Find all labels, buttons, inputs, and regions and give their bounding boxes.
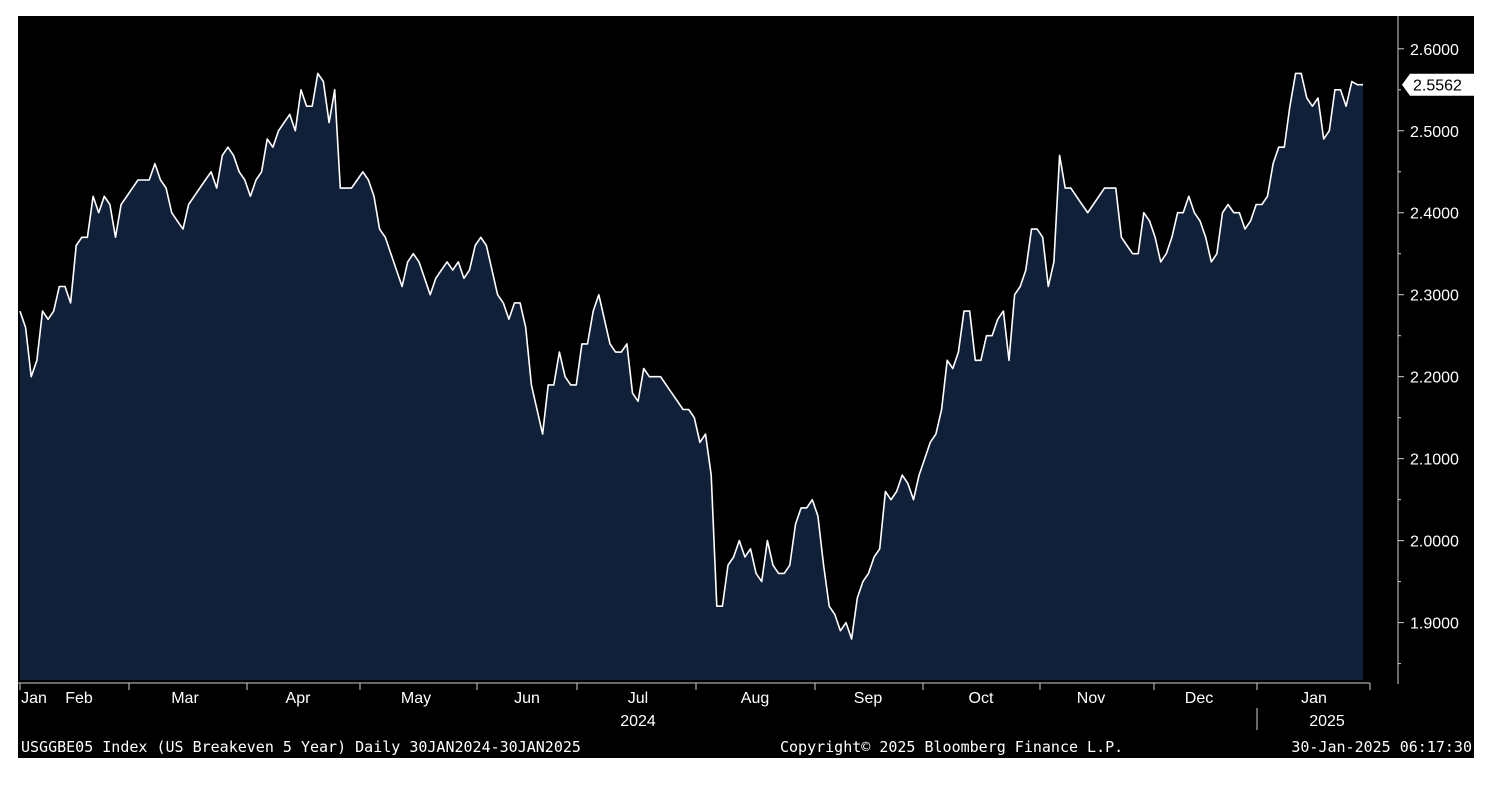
chart-frame: 2.6000 2.5000 2.4000 2.3000 2.2000 2.1000 2.00… <box>18 16 1474 758</box>
footer-timestamp: 30-Jan-2025 06:17:30 <box>1291 738 1472 756</box>
chart-footer: USGGBE05 Index (US Breakeven 5 Year) Dai… <box>18 736 1474 758</box>
x-tick-label: May <box>401 690 431 707</box>
y-tick-label: 2.5000 <box>1410 124 1459 141</box>
series-line <box>19 72 1363 640</box>
y-tick-label: 2.1000 <box>1410 452 1459 469</box>
y-tick-label: 1.9000 <box>1410 616 1459 633</box>
footer-copyright: Copyright© 2025 Bloomberg Finance L.P. <box>780 738 1124 756</box>
y-tick-label: 2.4000 <box>1410 206 1459 223</box>
x-tick-label: Jan <box>1301 690 1327 707</box>
series-area <box>20 73 1363 680</box>
y-tick-label: 2.2000 <box>1410 370 1459 387</box>
x-tick-label: Jan <box>21 690 47 707</box>
x-tick-label: Dec <box>1185 690 1213 707</box>
x-tick-label: Mar <box>171 690 199 707</box>
breakeven-chart: 2.6000 2.5000 2.4000 2.3000 2.2000 2.1000 2.00… <box>18 16 1474 730</box>
x-tick-label: Jul <box>628 690 648 707</box>
x-tick-label: Sep <box>854 690 883 707</box>
y-tick-label: 2.0000 <box>1410 534 1459 551</box>
x-tick-label: Oct <box>969 690 994 707</box>
x-tick-label: Aug <box>741 690 769 707</box>
x-tick-label: Feb <box>65 690 93 707</box>
last-value-tag <box>1402 73 1474 96</box>
y-tick-label: 2.6000 <box>1410 42 1459 59</box>
x-year-label: 2024 <box>620 713 656 730</box>
x-tick-label: Jun <box>514 690 540 707</box>
x-tick-label: Apr <box>286 690 312 707</box>
x-tick-label: Nov <box>1077 690 1105 707</box>
y-tick-label: 2.3000 <box>1410 288 1459 305</box>
footer-description: USGGBE05 Index (US Breakeven 5 Year) Dai… <box>21 738 581 756</box>
x-year-label: 2025 <box>1309 713 1345 730</box>
last-value-label: 2.5562 <box>1413 78 1462 95</box>
